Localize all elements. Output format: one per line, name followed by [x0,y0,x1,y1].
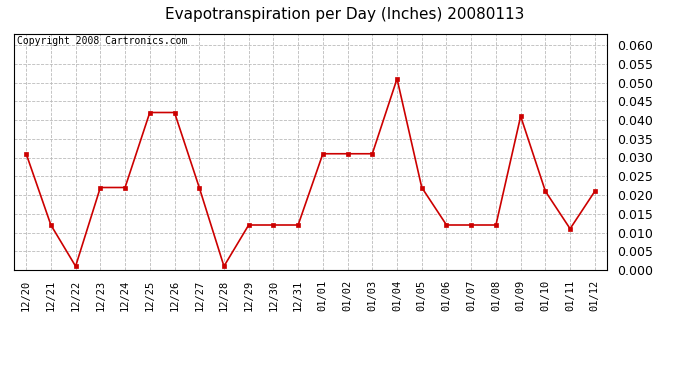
Text: Evapotranspiration per Day (Inches) 20080113: Evapotranspiration per Day (Inches) 2008… [166,8,524,22]
Text: Copyright 2008 Cartronics.com: Copyright 2008 Cartronics.com [17,36,187,46]
